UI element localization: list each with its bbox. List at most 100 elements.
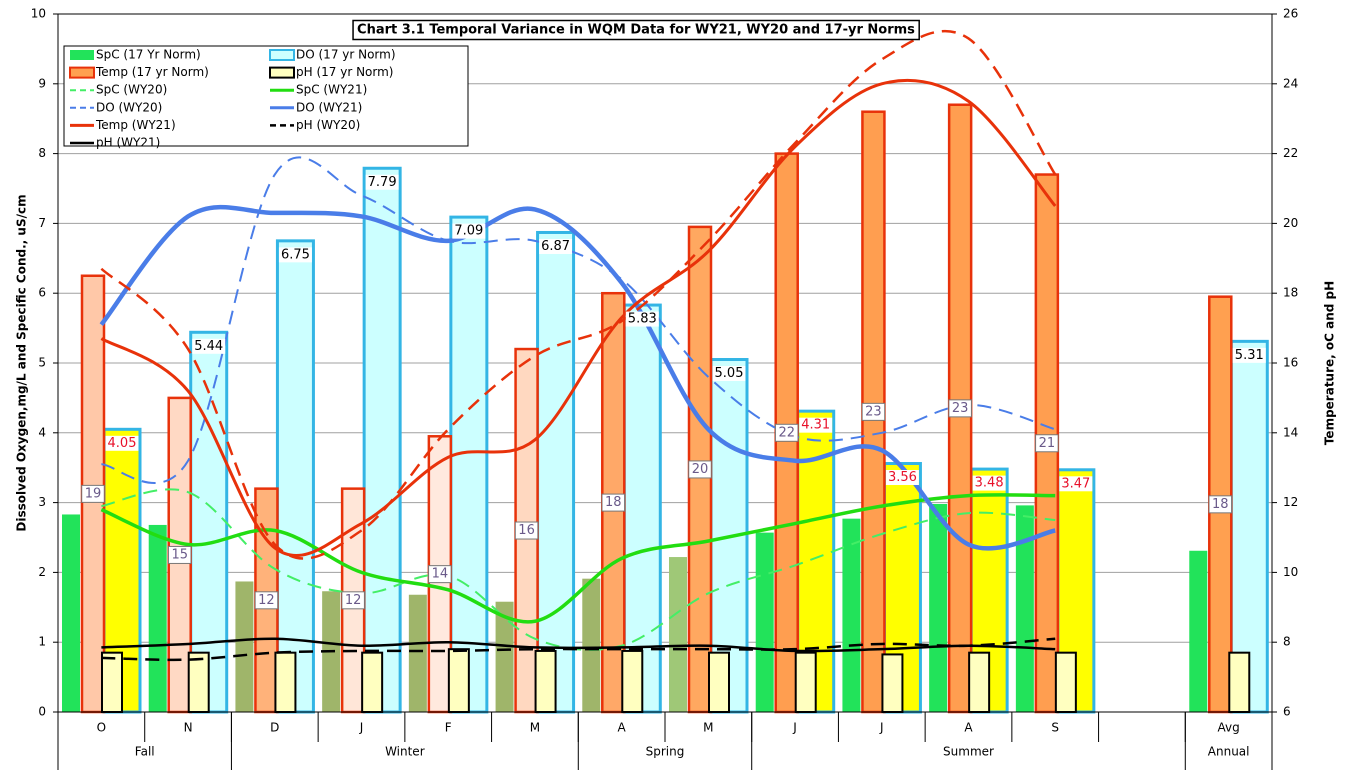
bar xyxy=(534,649,557,713)
legend-label: Temp (WY21) xyxy=(95,118,176,132)
legend-label: DO (17 yr Norm) xyxy=(296,48,396,62)
x-tick-label: M xyxy=(530,721,540,735)
legend-swatch xyxy=(269,66,295,79)
data-label: 3.47 xyxy=(1061,476,1090,491)
data-label-bg xyxy=(365,174,399,190)
y-tick-label: 8 xyxy=(38,146,46,160)
bar xyxy=(449,215,489,714)
y-axis-label: Dissolved Oxygen,mg/L and Specific Cond.… xyxy=(15,194,29,531)
line xyxy=(101,637,1056,662)
legend-swatch xyxy=(269,49,295,61)
data-label: 21 xyxy=(1039,436,1056,451)
data-label-bg xyxy=(625,311,659,327)
data-label-bg xyxy=(105,435,139,451)
bar xyxy=(1189,550,1208,712)
legend: SpC (17 Yr Norm) DO (17 yr Norm) Temp (17 … xyxy=(69,48,396,150)
data-label: 5.83 xyxy=(628,312,657,327)
lines xyxy=(99,29,1057,662)
data-label: 5.31 xyxy=(1235,348,1264,363)
data-label: 23 xyxy=(952,401,969,416)
bar xyxy=(708,651,730,713)
line xyxy=(100,493,1056,624)
y-tick-label: 10 xyxy=(31,7,46,21)
data-label-bg xyxy=(799,417,833,433)
x-tick-label: A xyxy=(618,721,627,735)
data-label: 23 xyxy=(865,404,882,419)
bar xyxy=(582,578,601,712)
x-tick-label: J xyxy=(879,721,884,735)
group-label: Winter xyxy=(385,745,425,759)
data-label: 3.48 xyxy=(975,476,1004,491)
bar xyxy=(621,649,644,713)
legend-label: DO (WY21) xyxy=(296,100,362,114)
data-label: 5.44 xyxy=(194,339,223,354)
x-tick-label: J xyxy=(359,721,364,735)
data-label: 15 xyxy=(171,547,188,562)
data-label: 7.79 xyxy=(368,175,397,190)
data-label-bg xyxy=(885,470,919,486)
data-label-bg xyxy=(81,484,105,503)
y-tick-label: 6 xyxy=(38,286,46,300)
x-tick-label: F xyxy=(445,721,452,735)
data-label: 12 xyxy=(345,593,362,608)
data-label-bg xyxy=(428,565,452,584)
data-label-bg xyxy=(712,366,746,382)
line xyxy=(100,78,1057,558)
title-box xyxy=(352,19,920,41)
bar xyxy=(536,230,576,714)
legend-swatch xyxy=(70,50,94,60)
y2-axis-label: Temperature, oC and pH xyxy=(1323,281,1337,445)
bar xyxy=(1228,651,1251,713)
x-tick-label: M xyxy=(703,721,713,735)
x-tick-label: D xyxy=(270,721,279,735)
bar xyxy=(968,651,991,713)
y2-tick-label: 22 xyxy=(1283,146,1298,160)
data-label: 5.05 xyxy=(715,366,744,381)
data-label: 20 xyxy=(692,462,709,477)
y2-tick-label: 14 xyxy=(1283,425,1298,439)
x-tick-label: S xyxy=(1051,721,1059,735)
y2-tick-label: 24 xyxy=(1283,76,1298,90)
data-label: 22 xyxy=(778,425,795,440)
y-tick-label: 1 xyxy=(38,635,46,649)
data-label-bg xyxy=(1035,434,1059,453)
data-label: 7.09 xyxy=(454,224,483,239)
bar xyxy=(101,651,123,713)
data-label-bg xyxy=(254,591,279,610)
bar xyxy=(669,557,687,712)
data-label-bg xyxy=(341,591,365,610)
data-label-bg xyxy=(774,423,799,442)
data-label: 16 xyxy=(518,523,535,538)
data-label: 14 xyxy=(432,567,449,582)
data-label-bg xyxy=(1232,347,1266,363)
y2-tick-label: 20 xyxy=(1283,216,1298,230)
legend-label: pH (WY20) xyxy=(296,118,360,132)
x-tick-label: N xyxy=(184,721,193,735)
y-tick-label: 7 xyxy=(38,216,46,230)
bar xyxy=(187,651,210,713)
bar xyxy=(755,532,774,712)
legend-label: SpC (WY21) xyxy=(296,83,367,97)
y2-tick-label: 10 xyxy=(1283,565,1298,579)
data-label-bg xyxy=(1208,495,1233,514)
data-label-bg xyxy=(1059,476,1093,492)
data-label-bg xyxy=(167,545,192,564)
bar xyxy=(881,653,904,713)
data-label-bg xyxy=(452,223,486,239)
data-label: 4.31 xyxy=(801,418,830,433)
bar xyxy=(1015,505,1034,712)
group-label: Summer xyxy=(943,745,994,759)
data-label: 18 xyxy=(605,495,622,510)
y-tick-label: 4 xyxy=(38,425,46,439)
x-tick-label: J xyxy=(792,721,797,735)
data-label-bg xyxy=(514,521,539,540)
y-tick-label: 9 xyxy=(38,76,46,90)
y2-tick-label: 18 xyxy=(1283,286,1298,300)
legend-label: SpC (17 Yr Norm) xyxy=(96,48,201,62)
legend-label: SpC (WY20) xyxy=(96,83,167,97)
data-label: 6.75 xyxy=(281,247,310,262)
y2-tick-label: 8 xyxy=(1283,635,1291,649)
x-tick-label: O xyxy=(97,721,106,735)
bar xyxy=(408,594,427,712)
bar xyxy=(361,651,384,713)
